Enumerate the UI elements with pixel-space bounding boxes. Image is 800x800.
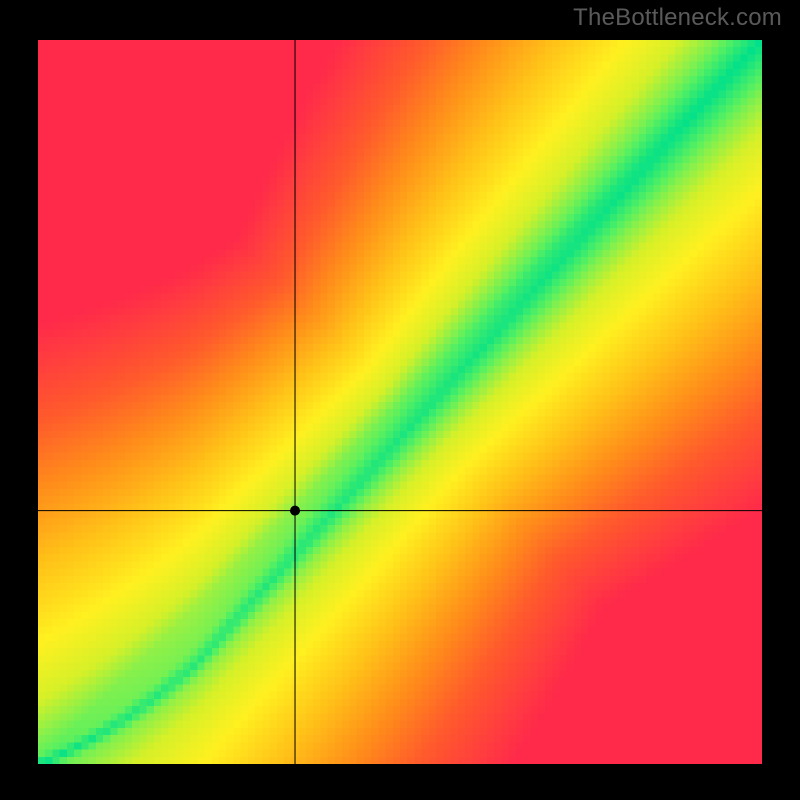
chart-container: TheBottleneck.com [0, 0, 800, 800]
watermark-text: TheBottleneck.com [573, 4, 782, 32]
bottleneck-heatmap [38, 40, 762, 764]
plot-area [38, 40, 762, 764]
